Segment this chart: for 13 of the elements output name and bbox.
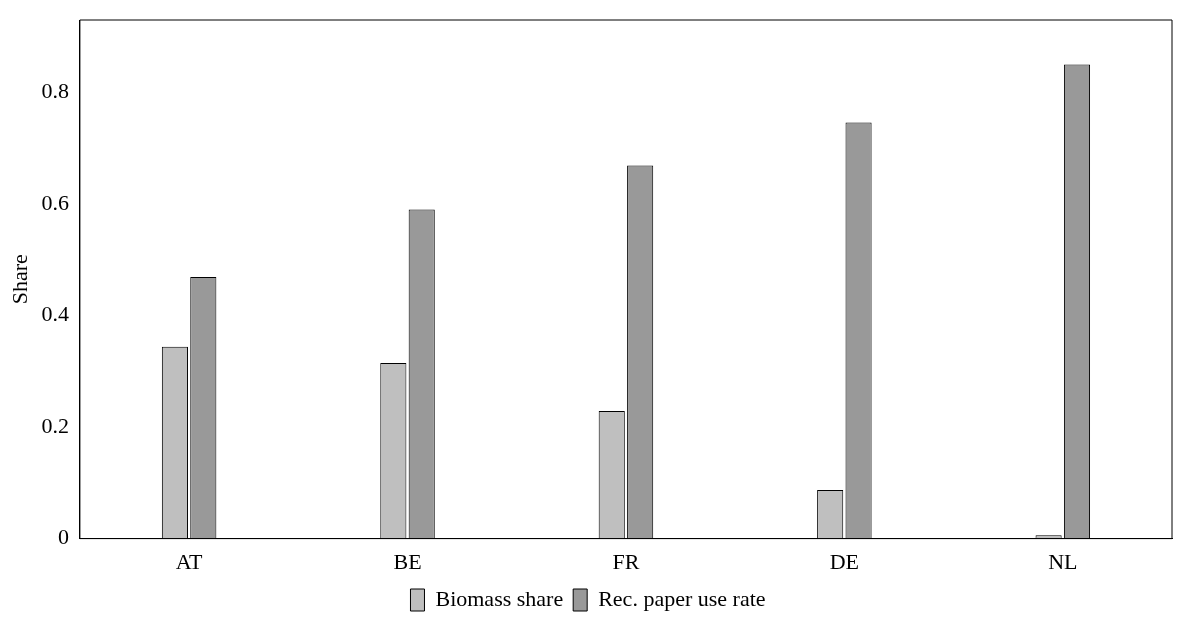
y-tick-label: 0.8 (41, 78, 69, 104)
y-axis-title: Share (6, 254, 32, 305)
x-tick-label: FR (612, 548, 640, 574)
x-tick-label: NL (1048, 548, 1078, 574)
legend-label: Biomass share (435, 585, 564, 611)
y-tick-label: 0.4 (41, 301, 69, 327)
x-tick-label: DE (829, 548, 860, 574)
y-tick-label: 0.6 (41, 189, 69, 215)
legend-label: Rec. paper use rate (598, 585, 766, 611)
x-tick-label: BE (393, 548, 422, 574)
x-tick-label: AT (175, 548, 204, 574)
y-tick-label: 0 (57, 524, 69, 550)
y-tick-label: 0.2 (41, 412, 69, 438)
